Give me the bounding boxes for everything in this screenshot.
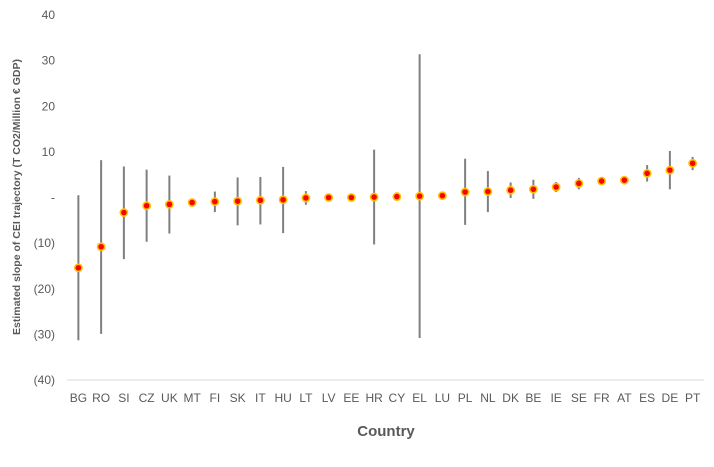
point-si: [119, 208, 129, 217]
point-sk: [233, 196, 243, 206]
y-tick-label: 30: [42, 54, 56, 68]
data-points: [73, 158, 698, 273]
x-tick-label-se: SE: [571, 391, 587, 405]
x-tick-label-hu: HU: [274, 391, 291, 405]
x-tick-label-ee: EE: [343, 391, 359, 405]
y-tick-label: (30): [34, 327, 55, 341]
x-axis-ticks: BG RO SI CZ UK MT FI SK IT HU LT LV EE HR CY EL LU PL NL DK…: [70, 391, 701, 405]
point-ee: [346, 193, 356, 202]
point-be: [528, 184, 538, 194]
x-tick-label-ie: IE: [550, 391, 561, 405]
x-tick-label-el: EL: [412, 391, 427, 405]
point-de: [665, 165, 675, 175]
point-bg: [73, 263, 83, 273]
point-lt: [301, 193, 311, 203]
point-at: [619, 175, 629, 185]
point-lv: [324, 193, 334, 202]
point-pl: [460, 187, 470, 197]
x-tick-label-ro: RO: [92, 391, 110, 405]
x-tick-label-lu: LU: [435, 391, 450, 405]
x-tick-label-nl: NL: [480, 391, 496, 405]
x-tick-label-pt: PT: [685, 391, 701, 405]
y-tick-label: (40): [34, 373, 55, 387]
x-tick-label-fi: FI: [210, 391, 221, 405]
x-tick-label-it: IT: [255, 391, 266, 405]
x-tick-label-bg: BG: [70, 391, 87, 405]
x-tick-label-cy: CY: [389, 391, 406, 405]
point-el: [415, 191, 425, 201]
point-es: [642, 168, 652, 178]
point-dk: [506, 185, 516, 195]
x-tick-label-de: DE: [662, 391, 679, 405]
x-tick-label-hr: HR: [365, 391, 383, 405]
x-tick-label-es: ES: [639, 391, 655, 405]
x-tick-label-lt: LT: [299, 391, 313, 405]
x-tick-label-uk: UK: [161, 391, 178, 405]
point-mt: [187, 198, 197, 207]
y-tick-label: 40: [42, 8, 56, 22]
point-it: [255, 195, 265, 205]
error-bars: [77, 54, 694, 341]
point-fi: [210, 197, 220, 207]
point-nl: [483, 187, 493, 196]
y-tick-label: (10): [34, 236, 55, 250]
x-tick-label-pl: PL: [458, 391, 473, 405]
x-tick-label-dk: DK: [502, 391, 519, 405]
y-tick-label: -: [51, 191, 55, 205]
x-tick-label-at: AT: [617, 391, 632, 405]
point-lu: [437, 191, 447, 201]
y-tick-label: 10: [42, 145, 56, 159]
x-tick-label-be: BE: [525, 391, 541, 405]
point-se: [574, 178, 584, 188]
y-tick-label: 20: [42, 99, 56, 113]
point-uk: [164, 199, 174, 209]
x-tick-label-mt: MT: [183, 391, 201, 405]
point-ro: [96, 242, 106, 252]
x-tick-label-si: SI: [118, 391, 129, 405]
x-tick-label-cz: CZ: [139, 391, 155, 405]
point-fr: [597, 176, 607, 186]
point-hu: [278, 195, 288, 205]
point-ie: [551, 182, 561, 192]
x-tick-label-lv: LV: [322, 391, 336, 405]
x-tick-label-fr: FR: [594, 391, 610, 405]
y-axis-ticks: 40 30 20 10 - (10) (20) (30) (40): [34, 8, 56, 387]
point-pt: [688, 158, 698, 168]
x-tick-label-sk: SK: [230, 391, 246, 405]
point-cy: [392, 192, 402, 201]
y-axis-title: Estimated slope of CEI trajectory (T CO2…: [11, 59, 23, 335]
y-tick-label: (20): [34, 282, 55, 296]
point-cz: [142, 201, 152, 211]
x-axis-title: Country: [357, 423, 415, 440]
point-hr: [369, 192, 379, 202]
